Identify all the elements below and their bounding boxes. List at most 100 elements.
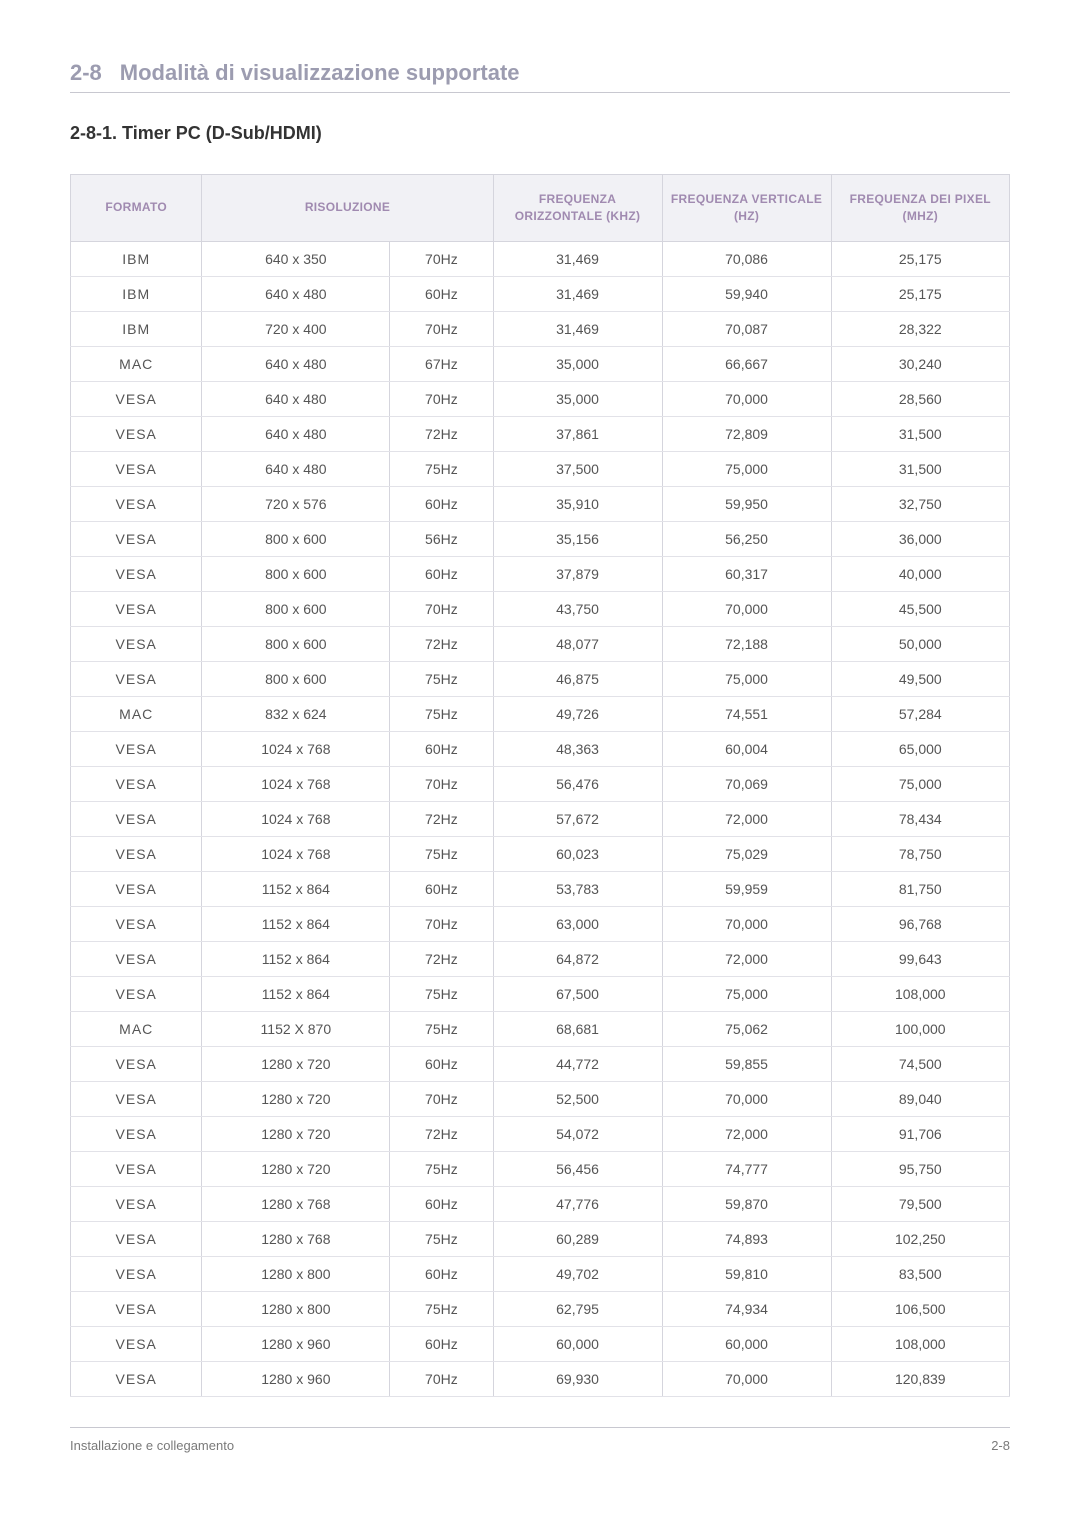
cell-fp: 36,000 [831, 521, 1009, 556]
cell-fv: 70,086 [662, 241, 831, 276]
cell-hz: 75Hz [390, 696, 493, 731]
cell-fmt: VESA [71, 451, 202, 486]
cell-fv: 66,667 [662, 346, 831, 381]
cell-fmt: VESA [71, 1116, 202, 1151]
cell-fmt: VESA [71, 661, 202, 696]
cell-hz: 70Hz [390, 1361, 493, 1396]
table-row: VESA1280 x 96060Hz60,00060,000108,000 [71, 1326, 1010, 1361]
table-row: VESA640 x 48072Hz37,86172,80931,500 [71, 416, 1010, 451]
cell-res: 800 x 600 [202, 521, 390, 556]
cell-hz: 60Hz [390, 1256, 493, 1291]
cell-hz: 70Hz [390, 1081, 493, 1116]
table-row: VESA640 x 48070Hz35,00070,00028,560 [71, 381, 1010, 416]
cell-fmt: IBM [71, 276, 202, 311]
cell-fh: 37,500 [493, 451, 662, 486]
cell-res: 1152 x 864 [202, 871, 390, 906]
table-row: VESA1152 x 86470Hz63,00070,00096,768 [71, 906, 1010, 941]
cell-fh: 31,469 [493, 276, 662, 311]
table-row: VESA1152 x 86460Hz53,78359,95981,750 [71, 871, 1010, 906]
table-row: VESA1280 x 72072Hz54,07272,00091,706 [71, 1116, 1010, 1151]
cell-fv: 59,940 [662, 276, 831, 311]
cell-res: 640 x 480 [202, 451, 390, 486]
cell-fv: 56,250 [662, 521, 831, 556]
cell-fh: 62,795 [493, 1291, 662, 1326]
cell-res: 800 x 600 [202, 556, 390, 591]
cell-fh: 47,776 [493, 1186, 662, 1221]
cell-hz: 70Hz [390, 311, 493, 346]
cell-fh: 35,910 [493, 486, 662, 521]
table-row: VESA800 x 60070Hz43,75070,00045,500 [71, 591, 1010, 626]
cell-hz: 75Hz [390, 1221, 493, 1256]
cell-res: 640 x 480 [202, 381, 390, 416]
cell-fv: 59,959 [662, 871, 831, 906]
cell-fmt: VESA [71, 836, 202, 871]
cell-hz: 60Hz [390, 731, 493, 766]
cell-fh: 53,783 [493, 871, 662, 906]
cell-res: 1280 x 720 [202, 1116, 390, 1151]
table-row: VESA1152 x 86472Hz64,87272,00099,643 [71, 941, 1010, 976]
cell-fp: 108,000 [831, 976, 1009, 1011]
cell-hz: 60Hz [390, 871, 493, 906]
cell-fv: 70,087 [662, 311, 831, 346]
cell-fp: 31,500 [831, 416, 1009, 451]
cell-fv: 60,004 [662, 731, 831, 766]
cell-fh: 37,879 [493, 556, 662, 591]
col-formato: Formato [71, 175, 202, 242]
table-row: VESA1152 x 86475Hz67,50075,000108,000 [71, 976, 1010, 1011]
cell-fh: 57,672 [493, 801, 662, 836]
table-row: VESA800 x 60056Hz35,15656,25036,000 [71, 521, 1010, 556]
table-row: VESA800 x 60060Hz37,87960,31740,000 [71, 556, 1010, 591]
cell-fh: 56,456 [493, 1151, 662, 1186]
cell-fh: 49,726 [493, 696, 662, 731]
cell-res: 832 x 624 [202, 696, 390, 731]
table-row: VESA640 x 48075Hz37,50075,00031,500 [71, 451, 1010, 486]
cell-fmt: MAC [71, 1011, 202, 1046]
cell-fh: 48,077 [493, 626, 662, 661]
cell-hz: 70Hz [390, 591, 493, 626]
cell-fv: 72,000 [662, 1116, 831, 1151]
cell-res: 640 x 480 [202, 276, 390, 311]
cell-fv: 72,000 [662, 941, 831, 976]
cell-fmt: VESA [71, 521, 202, 556]
cell-fh: 68,681 [493, 1011, 662, 1046]
cell-fv: 75,000 [662, 976, 831, 1011]
table-row: MAC640 x 48067Hz35,00066,66730,240 [71, 346, 1010, 381]
col-freq-h: Frequenza Orizzontale (KHz) [493, 175, 662, 242]
cell-fh: 35,000 [493, 381, 662, 416]
cell-fh: 60,023 [493, 836, 662, 871]
cell-fv: 72,000 [662, 801, 831, 836]
cell-fv: 75,062 [662, 1011, 831, 1046]
cell-fh: 52,500 [493, 1081, 662, 1116]
cell-fv: 74,551 [662, 696, 831, 731]
cell-res: 1152 X 870 [202, 1011, 390, 1046]
col-risoluzione: Risoluzione [202, 175, 493, 242]
cell-fmt: VESA [71, 1326, 202, 1361]
cell-fh: 35,000 [493, 346, 662, 381]
cell-res: 1024 x 768 [202, 801, 390, 836]
table-row: MAC1152 X 87075Hz68,68175,062100,000 [71, 1011, 1010, 1046]
table-row: MAC832 x 62475Hz49,72674,55157,284 [71, 696, 1010, 731]
cell-fmt: IBM [71, 241, 202, 276]
cell-fh: 46,875 [493, 661, 662, 696]
cell-fh: 60,289 [493, 1221, 662, 1256]
cell-fp: 28,560 [831, 381, 1009, 416]
table-row: VESA1280 x 80075Hz62,79574,934106,500 [71, 1291, 1010, 1326]
cell-fp: 89,040 [831, 1081, 1009, 1116]
cell-fh: 35,156 [493, 521, 662, 556]
cell-res: 1152 x 864 [202, 906, 390, 941]
cell-fv: 70,069 [662, 766, 831, 801]
cell-fp: 25,175 [831, 276, 1009, 311]
table-row: VESA1024 x 76875Hz60,02375,02978,750 [71, 836, 1010, 871]
cell-fmt: VESA [71, 591, 202, 626]
cell-fv: 60,000 [662, 1326, 831, 1361]
footer-right: 2-8 [991, 1438, 1010, 1453]
cell-hz: 56Hz [390, 521, 493, 556]
cell-hz: 72Hz [390, 941, 493, 976]
cell-res: 1280 x 720 [202, 1081, 390, 1116]
cell-fmt: VESA [71, 1361, 202, 1396]
cell-fv: 75,000 [662, 451, 831, 486]
table-row: IBM720 x 40070Hz31,46970,08728,322 [71, 311, 1010, 346]
timing-table: Formato Risoluzione Frequenza Orizzontal… [70, 174, 1010, 1397]
cell-hz: 70Hz [390, 766, 493, 801]
cell-fh: 60,000 [493, 1326, 662, 1361]
